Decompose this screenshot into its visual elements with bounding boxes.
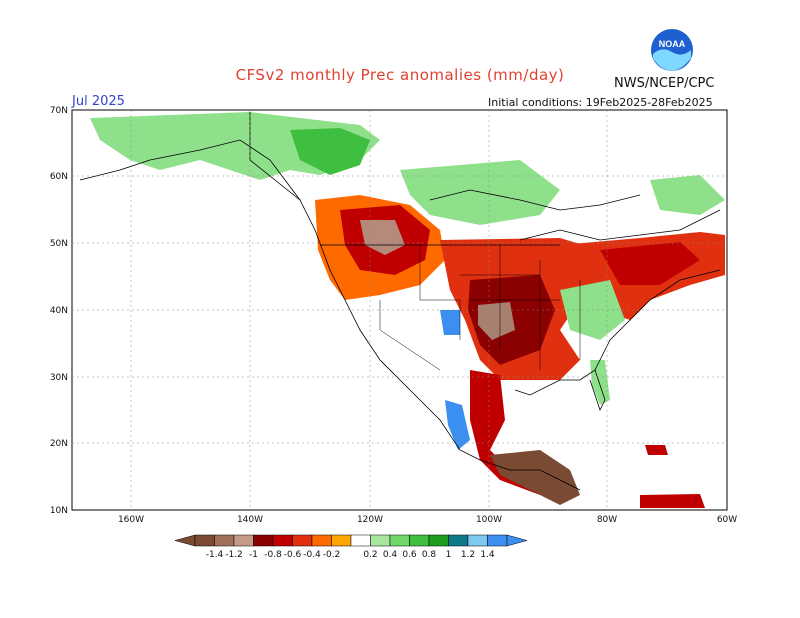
legend-label: -1.4	[206, 550, 224, 560]
mexico-wet-coast	[445, 400, 470, 450]
southwest-wet	[440, 310, 460, 335]
agency-label: NWS/NCEP/CPC	[614, 76, 715, 91]
mexico-brown	[490, 450, 580, 505]
forecast-month: Jul 2025	[72, 94, 125, 109]
legend-label: 1.2	[461, 550, 475, 560]
legend-swatch	[253, 534, 274, 547]
lat-labels: 70N 60N 50N 40N 30N 20N 10N	[50, 106, 68, 516]
coastlines	[79, 112, 721, 491]
legend-label: 0.8	[422, 550, 437, 560]
legend-swatch	[214, 534, 235, 547]
kansas-brown	[478, 302, 515, 340]
legend-swatch	[272, 534, 293, 547]
rockies-dry-core	[360, 220, 405, 255]
legend-label: 0.6	[402, 550, 417, 560]
page-title: CFSv2 monthly Prec anomalies (mm/day)	[235, 66, 565, 84]
noaa-logo: NOAA	[650, 28, 694, 72]
legend-swatch	[233, 534, 254, 547]
lon-label: 160W	[118, 515, 144, 525]
legend-label: -1	[249, 550, 258, 560]
initial-conditions: Initial conditions: 19Feb2025-28Feb2025	[488, 96, 713, 109]
lat-label: 50N	[50, 239, 68, 249]
lat-label: 30N	[50, 373, 68, 383]
legend-swatch	[428, 534, 449, 547]
legend-swatch	[467, 534, 488, 547]
lon-label: 60W	[717, 515, 737, 525]
legend-swatch	[487, 534, 508, 547]
legend-bar	[174, 534, 528, 547]
legend-arrow-right	[506, 534, 528, 547]
lon-label: 100W	[476, 515, 502, 525]
legend-label: 0.2	[363, 550, 377, 560]
legend-label: -0.2	[323, 550, 341, 560]
legend-swatch	[350, 534, 371, 547]
logo-text: NOAA	[659, 39, 686, 49]
lat-label: 20N	[50, 439, 68, 449]
legend-swatch	[409, 534, 430, 547]
legend-label: -1.2	[225, 550, 243, 560]
lon-label: 140W	[237, 515, 263, 525]
legend-swatch	[311, 534, 332, 547]
northeast-dry-dark	[600, 242, 700, 285]
lat-label: 10N	[50, 506, 68, 516]
legend-swatch	[370, 534, 391, 547]
anomaly-shading	[90, 112, 725, 508]
lat-label: 60N	[50, 172, 68, 182]
legend-label: 1.4	[480, 550, 495, 560]
lat-label: 70N	[50, 106, 68, 116]
legend-labels: -1.4 -1.2 -1 -0.8 -0.6 -0.4 -0.2 0.2 0.4 0.6 0.8 1 1…	[206, 550, 495, 560]
legend-swatch	[292, 534, 313, 547]
quebec-green	[650, 175, 725, 215]
legend-swatch	[448, 534, 469, 547]
cuba-red	[645, 445, 668, 455]
legend-swatch	[389, 534, 410, 547]
legend-label: 1	[446, 550, 452, 560]
legend-arrow-left	[174, 534, 196, 547]
lon-labels: 160W 140W 120W 100W 80W 60W	[118, 515, 737, 525]
legend-label: -0.6	[284, 550, 302, 560]
venezuela-red	[640, 494, 705, 508]
legend-swatch	[194, 534, 215, 547]
lon-label: 80W	[597, 515, 617, 525]
legend-label: 0.4	[383, 550, 398, 560]
legend-label: -0.4	[303, 550, 321, 560]
legend-swatch	[331, 534, 352, 547]
canada-green-core	[290, 128, 370, 175]
gridlines	[72, 110, 727, 510]
canada-green-east	[400, 160, 560, 225]
lon-label: 120W	[357, 515, 383, 525]
lat-label: 40N	[50, 306, 68, 316]
legend-label: -0.8	[264, 550, 282, 560]
state-borders	[379, 245, 581, 371]
